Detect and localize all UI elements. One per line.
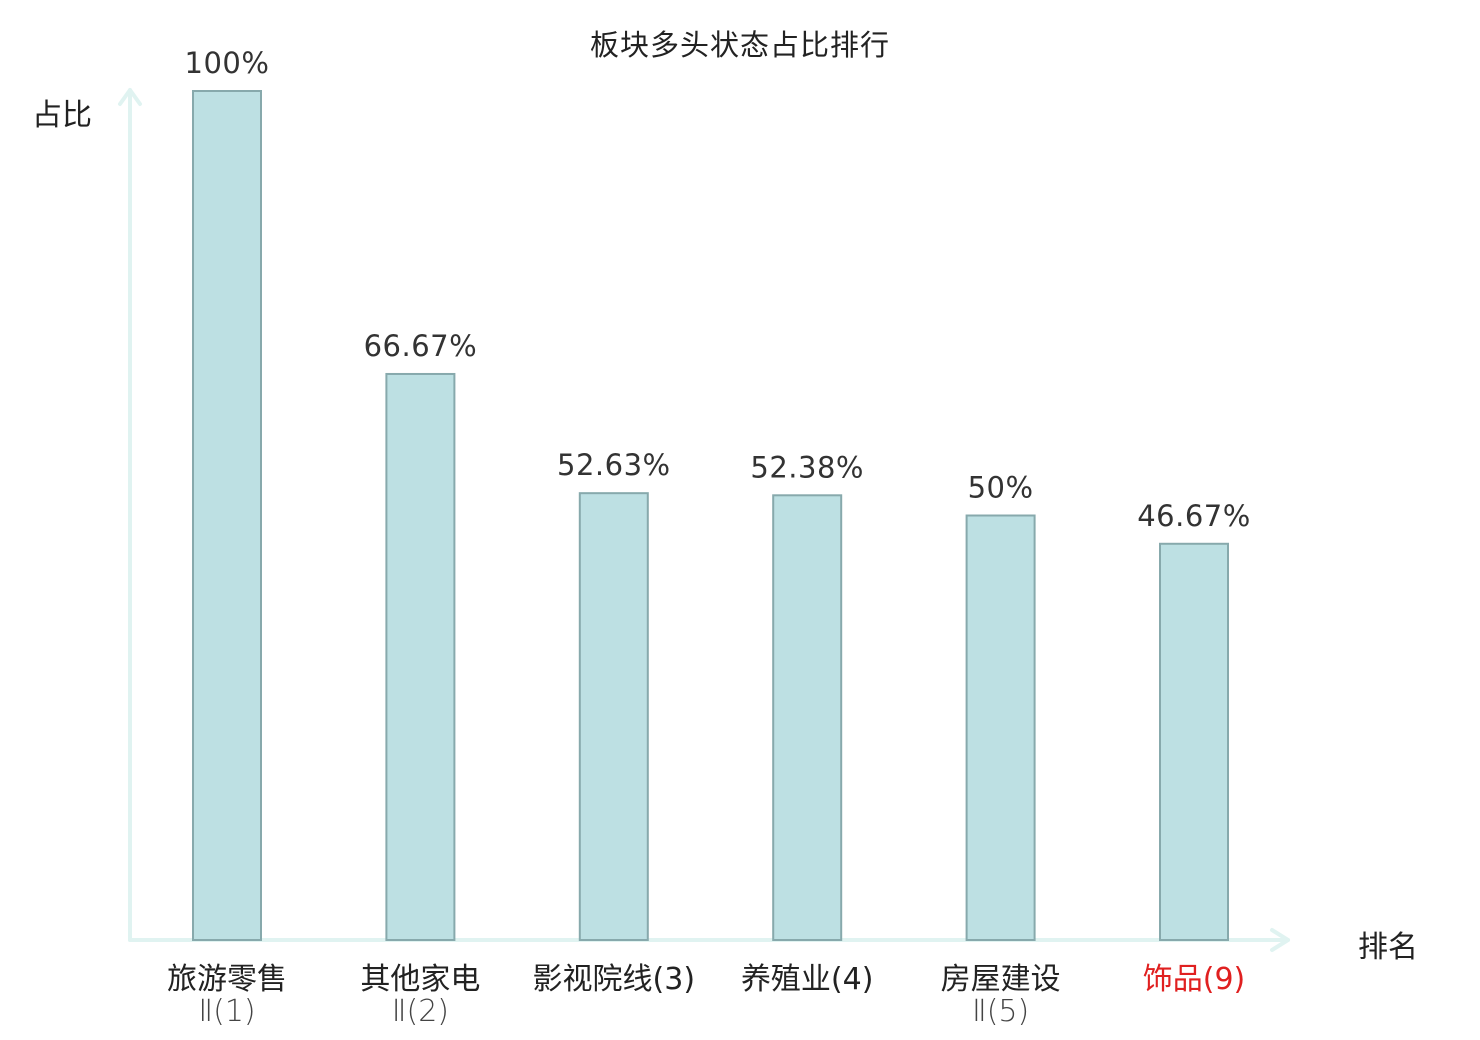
category-label: 旅游零售 Ⅱ(1): [117, 964, 337, 1028]
y-axis-arrow: [118, 88, 142, 106]
bar: [965, 514, 1036, 941]
x-axis-label: 排名: [1358, 930, 1418, 965]
category-label: 房屋建设 Ⅱ(5): [891, 964, 1111, 1028]
y-axis-label: 占比: [32, 98, 92, 133]
category-rank: Ⅱ(1): [198, 994, 256, 1029]
bar: [1159, 542, 1229, 942]
x-axis-arrow: [1270, 928, 1290, 952]
category-rank: Ⅱ(2): [391, 994, 450, 1029]
category-label: 养殖业(4): [697, 964, 917, 996]
bar-series: [192, 90, 1229, 942]
bar-value-label: 46.67%: [1137, 499, 1251, 533]
bar-value-label: 52.38%: [750, 450, 864, 484]
bar: [772, 494, 843, 941]
category-label: 饰品(9): [1084, 964, 1304, 996]
value-labels: 100% 66.67% 52.63% 52.38% 50% 46.67%: [185, 46, 1251, 533]
bar-value-label: 66.67%: [364, 329, 478, 363]
bar-value-label: 52.63%: [557, 448, 671, 482]
category-label: 影视院线(3): [504, 964, 724, 996]
category-name: 房屋建设: [940, 962, 1061, 997]
category-name: 饰品(9): [1142, 962, 1246, 997]
category-label: 其他家电 Ⅱ(2): [310, 964, 530, 1028]
axes: [118, 88, 1290, 952]
category-name: 养殖业(4): [740, 962, 874, 997]
category-name: 旅游零售: [167, 962, 287, 997]
bar: [578, 492, 649, 941]
chart-title: 板块多头状态占比排行: [589, 28, 890, 62]
bar: [192, 90, 262, 941]
category-rank: Ⅱ(5): [971, 994, 1030, 1029]
bar: [385, 372, 456, 942]
bar-value-label: 100%: [185, 46, 270, 80]
bar-value-label: 50%: [968, 471, 1034, 505]
category-name: 影视院线(3): [532, 962, 696, 997]
category-name: 其他家电: [360, 962, 481, 997]
